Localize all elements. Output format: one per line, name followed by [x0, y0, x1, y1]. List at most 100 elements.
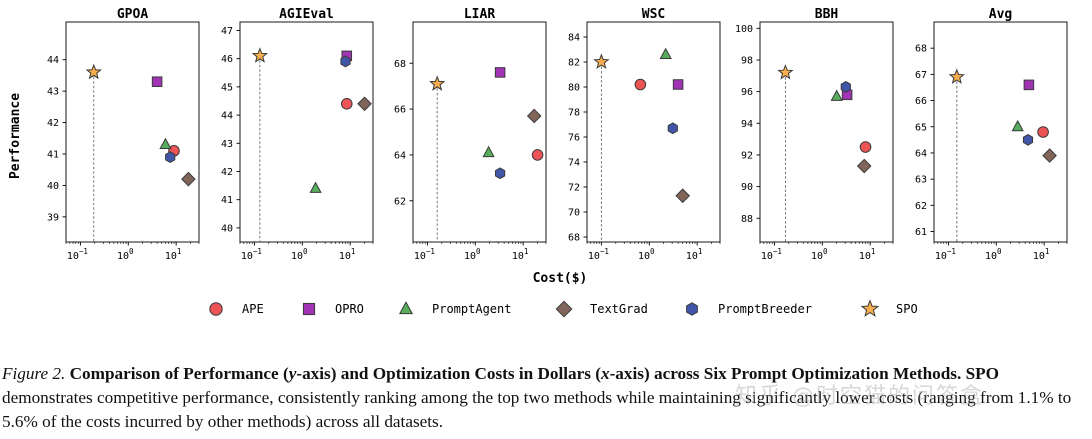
subplot-liar: LIAR 62 64 66 68 10−1 100 101: [394, 7, 547, 262]
y-tick-label: 42: [221, 167, 233, 178]
legend-marker-opro: [302, 302, 316, 316]
point-opro: [672, 79, 684, 90]
point-promptbreeder: [667, 122, 678, 135]
y-tick-label: 98: [741, 55, 753, 66]
plot-frame: [586, 21, 721, 243]
legend-item-textgrad: TextGrad: [555, 300, 648, 318]
y-tick-label: 40: [221, 223, 233, 234]
subplot-agieval: AGIEval 40 41 42 43 44 45 46 47 10−1 100 101: [221, 7, 374, 262]
y-tick-label: 65: [915, 122, 927, 133]
point-spo: [948, 68, 965, 84]
x-tick-label: 100: [811, 247, 828, 262]
x-tick-label: 10−1: [761, 247, 782, 262]
y-tick-label: 68: [915, 44, 927, 55]
point-ape: [531, 149, 544, 161]
caption-body: demonstrates competitive performance, co…: [2, 388, 1072, 431]
y-tick-label: 40: [47, 181, 59, 192]
y-tick-label: 61: [915, 227, 927, 238]
legend-item-promptbreeder: PromptBreeder: [686, 302, 812, 316]
y-tick-label: 66: [394, 105, 406, 116]
point-spo: [777, 64, 794, 80]
legend-label: PromptAgent: [432, 302, 511, 316]
legend-item-spo: SPO: [860, 299, 918, 317]
y-tick-label: 78: [568, 108, 580, 119]
subplot-title: GPOA: [117, 7, 148, 22]
legend-item-promptagent: PromptAgent: [398, 301, 511, 316]
y-tick-label: 92: [741, 150, 753, 161]
x-tick-label: 101: [686, 247, 703, 262]
y-tick-label: 70: [568, 208, 580, 219]
y-tick-label: 64: [915, 148, 927, 159]
x-tick-label: 101: [859, 247, 876, 262]
y-tick-label: 84: [568, 33, 580, 44]
legend-label: SPO: [896, 302, 918, 316]
subplot-wsc: WSC 68 70 72 74 76 78 80 82 84 10−1 100 101: [568, 7, 721, 262]
subplot-avg: Avg 61 62 63 64 65 66 67 68 10−1 100 101: [915, 7, 1068, 262]
y-tick-label: 72: [568, 183, 580, 194]
y-tick-label: 43: [221, 139, 233, 150]
x-tick-label: 101: [165, 247, 182, 262]
y-tick-label: 45: [221, 82, 233, 93]
y-tick-label: 76: [568, 133, 580, 144]
y-tick-label: 90: [741, 182, 753, 193]
legend-label: PromptBreeder: [718, 302, 812, 316]
point-textgrad: [675, 188, 691, 204]
point-promptagent: [309, 181, 322, 193]
plot-frame: [933, 21, 1068, 243]
x-tick-label: 10−1: [414, 247, 435, 262]
subplot-title: AGIEval: [279, 7, 334, 22]
point-promptbreeder: [495, 167, 506, 180]
y-tick-label: 63: [915, 175, 927, 186]
y-tick-label: 39: [47, 212, 59, 223]
x-tick-label: 100: [291, 247, 308, 262]
plot-frame: [759, 21, 894, 243]
x-tick-label: 10−1: [67, 247, 88, 262]
point-promptagent: [659, 47, 672, 59]
legend-label: OPRO: [335, 302, 364, 316]
point-opro: [494, 67, 506, 78]
y-tick-label: 62: [915, 201, 927, 212]
legend-marker-ape: [209, 302, 223, 316]
y-tick-label: 94: [741, 119, 753, 130]
figure-caption: Figure 2. Comparison of Performance (y-a…: [2, 362, 1092, 434]
y-tick-label: 44: [47, 55, 59, 66]
y-tick-label: 68: [394, 59, 406, 70]
x-axis-label: Cost($): [533, 271, 588, 286]
y-tick-label: 66: [915, 96, 927, 107]
point-promptbreeder: [840, 81, 851, 93]
x-tick-label: 10−1: [935, 247, 956, 262]
y-tick-label: 82: [568, 58, 580, 69]
legend-label: TextGrad: [590, 302, 648, 316]
y-tick-label: 68: [568, 233, 580, 244]
y-tick-label: 96: [741, 87, 753, 98]
y-axis-label: Performance: [8, 93, 23, 179]
y-tick-label: 47: [221, 26, 233, 37]
caption-figure-label: Figure 2.: [2, 364, 66, 383]
point-ape: [340, 97, 353, 110]
x-tick-label: 101: [512, 247, 529, 262]
point-textgrad: [181, 171, 196, 187]
legend: APE OPRO PromptAgent TextGrad PromptBreeder S…: [209, 299, 918, 318]
figure: GPOA 39 40 41 42 43 44 10−1 100 101 AGIEval 40 41 42 4…: [8, 7, 1068, 318]
legend-marker-spo: [860, 299, 880, 317]
subplots: GPOA 39 40 41 42 43 44 10−1 100 101 AGIEval 40 41 42 4…: [47, 7, 1068, 262]
subplot-bbh: BBH 88 90 92 94 96 98 100 10−1 100 101: [735, 7, 894, 262]
y-tick-label: 46: [221, 54, 233, 65]
point-spo: [251, 47, 269, 63]
point-promptbreeder: [165, 151, 176, 163]
y-tick-label: 80: [568, 83, 580, 94]
subplot-title: Avg: [989, 7, 1012, 22]
y-tick-label: 44: [221, 111, 233, 122]
plot-frame: [65, 21, 200, 243]
legend-label: APE: [242, 302, 264, 316]
y-tick-label: 88: [741, 214, 753, 225]
subplot-title: WSC: [642, 7, 665, 22]
point-promptbreeder: [340, 55, 351, 68]
y-tick-label: 41: [221, 195, 233, 206]
y-tick-label: 64: [394, 150, 406, 161]
point-promptagent: [1011, 119, 1024, 132]
point-textgrad: [357, 96, 372, 112]
y-tick-label: 74: [568, 158, 580, 169]
y-tick-label: 42: [47, 118, 59, 129]
point-opro: [151, 76, 163, 87]
